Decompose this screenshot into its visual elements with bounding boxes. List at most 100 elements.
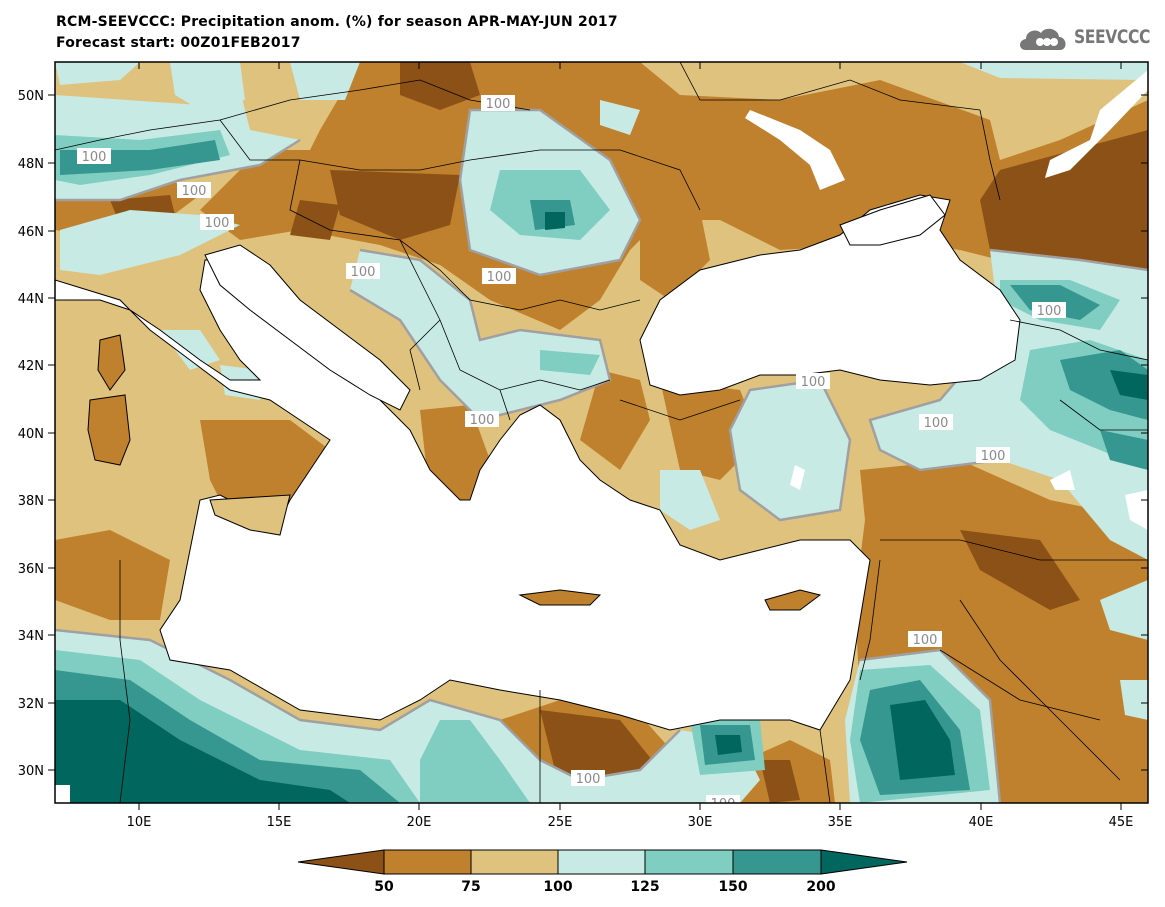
svg-text:15E: 15E <box>267 815 292 830</box>
contour-label: 100 <box>796 373 830 390</box>
svg-text:100: 100 <box>82 150 107 165</box>
lon-tick: 35E <box>828 62 853 830</box>
svg-text:100: 100 <box>486 97 511 112</box>
svg-text:100: 100 <box>182 184 207 199</box>
colorbar-segment-below-50 <box>297 849 385 875</box>
colorbar-segment-75-100 <box>470 849 559 875</box>
svg-text:100: 100 <box>576 772 601 787</box>
longitude-axis: 10E 15E 20E 25E 30E 35E 40E 45E <box>127 62 1134 830</box>
colorbar-label: 75 <box>461 879 480 895</box>
lat-tick: 36N <box>18 562 1148 577</box>
cyprus <box>764 589 822 611</box>
svg-text:100: 100 <box>801 375 826 390</box>
svg-text:100: 100 <box>711 797 736 812</box>
svg-text:35E: 35E <box>828 815 853 830</box>
colorbar-segment-125-150 <box>644 849 734 875</box>
lon-tick: 40E <box>969 62 994 830</box>
svg-text:100: 100 <box>981 449 1006 464</box>
lat-tick: 30N <box>18 764 1148 779</box>
svg-text:46N: 46N <box>18 225 44 240</box>
svg-text:30N: 30N <box>18 764 44 779</box>
sicily <box>209 494 291 536</box>
map-field: 100 100 100 100 100 100 100 100 100 100 … <box>55 62 1148 812</box>
colorbar: 50 75 100 125 150 200 <box>297 849 908 895</box>
svg-text:36N: 36N <box>18 562 44 577</box>
lon-tick: 30E <box>688 62 713 830</box>
svg-text:10E: 10E <box>127 815 152 830</box>
colorbar-segment-50-75 <box>383 849 472 875</box>
contour-label: 100 <box>908 631 942 648</box>
lat-tick: 42N <box>18 359 1148 374</box>
contour-label: 100 <box>481 95 515 112</box>
contour-label: 100 <box>77 148 111 165</box>
lon-tick: 20E <box>407 62 432 830</box>
crete <box>518 589 602 606</box>
lat-tick: 50N <box>18 89 1148 104</box>
lon-tick: 15E <box>267 62 292 830</box>
lat-tick: 40N <box>18 427 1148 442</box>
lat-tick: 46N <box>18 225 1148 240</box>
contour-labels: 100 100 100 100 100 100 100 100 100 100 … <box>77 95 1066 812</box>
contour-label: 100 <box>919 414 953 431</box>
colorbar-label: 150 <box>718 879 747 895</box>
cloud-icon <box>1020 28 1066 50</box>
logo-text: SEEVCCC <box>1074 26 1151 48</box>
svg-text:40E: 40E <box>969 815 994 830</box>
colorbar-label: 100 <box>543 879 572 895</box>
svg-text:20E: 20E <box>407 815 432 830</box>
islands <box>87 334 822 611</box>
svg-text:100: 100 <box>913 633 938 648</box>
svg-text:100: 100 <box>487 270 512 285</box>
svg-text:32N: 32N <box>18 697 44 712</box>
svg-text:100: 100 <box>1037 304 1062 319</box>
contour-label: 100 <box>571 770 605 787</box>
corsica <box>97 334 126 391</box>
svg-text:40N: 40N <box>18 427 44 442</box>
sardinia <box>87 394 131 466</box>
anomaly-above-200-regions <box>55 212 1148 803</box>
azov-sea <box>839 194 946 246</box>
svg-text:100: 100 <box>351 265 376 280</box>
forecast-start-subtitle: Forecast start: 00Z01FEB2017 <box>56 35 301 51</box>
svg-text:44N: 44N <box>18 292 44 307</box>
contour-label: 100 <box>200 214 234 231</box>
lat-tick: 32N <box>18 697 1148 712</box>
country-borders <box>55 62 1148 803</box>
svg-text:50N: 50N <box>18 89 44 104</box>
colorbar-label: 200 <box>806 879 835 895</box>
lat-tick: 44N <box>18 292 1148 307</box>
sea-areas <box>55 194 1021 731</box>
svg-text:100: 100 <box>470 413 495 428</box>
svg-text:42N: 42N <box>18 359 44 374</box>
contour-label: 100 <box>706 795 740 812</box>
seevccc-logo: SEEVCCC <box>1016 22 1156 58</box>
black-sea <box>639 194 1021 396</box>
svg-text:100: 100 <box>924 416 949 431</box>
svg-text:48N: 48N <box>18 157 44 172</box>
colorbar-segment-150-200 <box>732 849 822 875</box>
svg-text:30E: 30E <box>688 815 713 830</box>
contour-label: 100 <box>465 411 499 428</box>
contour-label: 100 <box>1032 302 1066 319</box>
colorbar-label: 50 <box>374 879 394 895</box>
contour-label: 100 <box>482 268 516 285</box>
latitude-axis: 50N 48N 46N 44N 42N 40N 38N 36N 34N 32N … <box>18 89 1148 779</box>
contour-label: 100 <box>177 182 211 199</box>
svg-text:34N: 34N <box>18 629 44 644</box>
colorbar-label: 125 <box>630 879 659 895</box>
lat-tick: 34N <box>18 629 1148 644</box>
svg-text:25E: 25E <box>548 815 573 830</box>
adriatic-sea <box>204 244 411 411</box>
lon-tick: 45E <box>1109 62 1134 830</box>
svg-text:100: 100 <box>205 216 230 231</box>
lat-tick: 48N <box>18 157 1148 172</box>
map-title: RCM-SEEVCCC: Precipitation anom. (%) for… <box>56 14 618 30</box>
svg-text:45E: 45E <box>1109 815 1134 830</box>
contour-label: 100 <box>346 263 380 280</box>
colorbar-segment-100-125 <box>557 849 646 875</box>
lon-tick: 25E <box>548 62 573 830</box>
lon-tick: 10E <box>127 62 152 830</box>
contour-label: 100 <box>976 447 1010 464</box>
lat-tick: 38N <box>18 494 1148 509</box>
